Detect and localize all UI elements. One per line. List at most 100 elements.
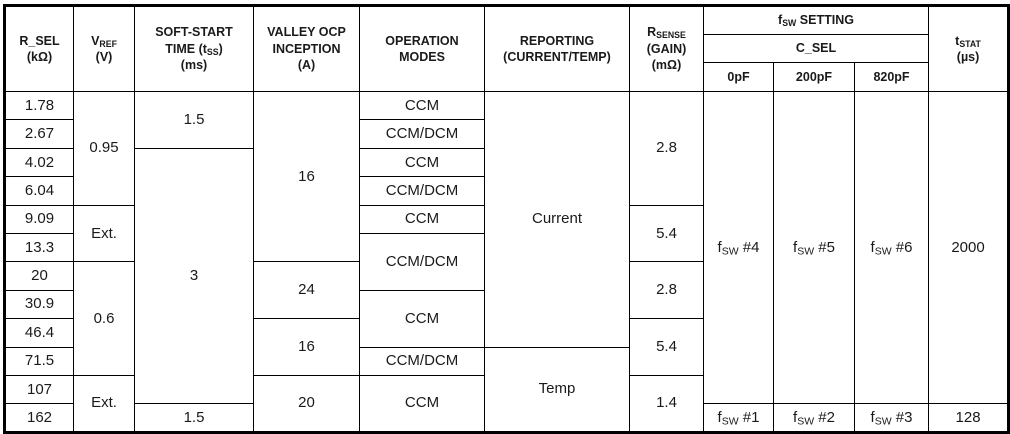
- r-sel-cell: 9.09: [4, 204, 74, 235]
- header-valley-ocp-line1: VALLEY OCP: [267, 25, 346, 40]
- header-row-2: C_SEL: [5, 33, 1009, 64]
- table-header: R_SEL (kΩ) VREF (V) SOFT-START TIME (tSS…: [4, 4, 1010, 93]
- table-body: 1.78 0.95 1.5 16 CCM Current 2.8 fSW #4 …: [4, 91, 1010, 433]
- table-row: 107 Ext. 20 CCM 1.4: [4, 374, 1009, 433]
- t-stat-cell: 2000: [928, 91, 1010, 405]
- tss-post: ): [218, 41, 223, 56]
- fsw-post: #5: [814, 238, 835, 256]
- header-soft-start-line1: SOFT-START: [155, 25, 233, 40]
- t-stat-symbol: t: [955, 33, 960, 48]
- fsw-pre: f: [717, 408, 722, 426]
- fsw-sub: SW: [797, 414, 815, 427]
- fsw-setting-label: SETTING: [796, 13, 854, 28]
- operation-mode-cell: CCM: [359, 204, 485, 235]
- header-reporting-line2: (CURRENT/TEMP): [503, 50, 611, 65]
- fsw-post: #6: [891, 238, 913, 256]
- r-sense-cell: 2.8: [629, 261, 704, 320]
- header-fsw-setting: fSW SETTING: [702, 5, 930, 35]
- r-sense-cell: 5.4: [629, 318, 704, 376]
- tss-pre: TIME (t: [165, 41, 207, 56]
- r-sel-cell: 20: [4, 261, 74, 291]
- v-ref-cell: 0.6: [73, 261, 135, 376]
- header-operation-line1: OPERATION: [385, 33, 459, 48]
- r-sel-cell: 162: [4, 403, 74, 433]
- fsw-200pf-cell: fSW #2: [773, 403, 855, 433]
- valley-ocp-cell: 24: [253, 261, 360, 320]
- header-reporting: REPORTING (CURRENT/TEMP): [484, 4, 630, 93]
- v-ref-cell: Ext.: [73, 204, 135, 263]
- header-r-sense: RSENSE (GAIN) (mΩ): [629, 4, 704, 93]
- valley-ocp-cell: 16: [253, 91, 360, 263]
- header-r-sel: R_SEL (kΩ): [4, 4, 74, 93]
- header-v-ref-name: VREF: [76, 33, 132, 50]
- table-row: 46.4 16 5.4: [4, 318, 1009, 376]
- pin-configuration-table: R_SEL (kΩ) VREF (V) SOFT-START TIME (tSS…: [3, 4, 1010, 434]
- fsw-post: #4: [738, 238, 760, 256]
- header-soft-start: SOFT-START TIME (tSS) (ms): [134, 4, 254, 93]
- r-sense-cell: 5.4: [629, 204, 704, 263]
- header-cap-200pf: 200pF: [773, 62, 855, 93]
- r-sel-cell: 71.5: [4, 346, 74, 376]
- fsw-symbol: f: [778, 13, 783, 28]
- header-v-ref: VREF (V): [73, 4, 135, 93]
- operation-mode-cell: CCM: [359, 91, 485, 121]
- r-sel-cell: 13.3: [4, 233, 74, 263]
- reporting-cell: Current: [484, 91, 630, 348]
- table-row: 162 1.5 fSW #1 fSW #2 fSW #3 128: [4, 403, 1010, 433]
- header-r-sel-name: R_SEL: [19, 33, 60, 48]
- soft-start-cell: 1.5: [134, 91, 254, 149]
- table-row: 6.04 CCM/DCM: [4, 176, 1009, 206]
- fsw-post: #1: [738, 408, 760, 426]
- header-t-stat-name: tSTAT: [931, 33, 1005, 50]
- fsw-200pf-cell: fSW #5: [773, 91, 855, 405]
- r-sel-cell: 1.78: [4, 91, 74, 121]
- header-c-sel: C_SEL: [702, 33, 930, 64]
- table-row: 20 0.6 24 2.8: [4, 261, 1009, 376]
- header-r-sense-name: RSENSE: [632, 24, 701, 41]
- header-valley-ocp: VALLEY OCP INCEPTION (A): [253, 4, 360, 93]
- fsw-sub: SW: [797, 245, 815, 257]
- header-v-ref-unit: (V): [95, 50, 113, 65]
- v-ref-subscript: REF: [99, 38, 117, 49]
- header-valley-ocp-unit: (A): [297, 58, 316, 73]
- r-sel-cell: 30.9: [4, 289, 74, 320]
- header-operation-modes: OPERATION MODES: [359, 4, 485, 93]
- r-sel-cell: 6.04: [4, 176, 74, 206]
- header-t-stat-unit: (µs): [956, 50, 980, 65]
- fsw-820pf-cell: fSW #3: [853, 403, 930, 433]
- valley-ocp-cell: 20: [253, 374, 360, 433]
- v-ref-cell: 0.95: [73, 91, 135, 206]
- table-row: 13.3 CCM/DCM: [4, 233, 1009, 291]
- soft-start-cell: 3: [134, 147, 254, 405]
- header-operation-line2: MODES: [399, 50, 445, 65]
- operation-mode-cell: CCM: [359, 374, 485, 433]
- r-sense-cell: 2.8: [629, 91, 704, 206]
- r-sense-cell: 1.4: [629, 374, 704, 433]
- operation-mode-cell: CCM: [359, 289, 485, 348]
- fsw-sub: SW: [874, 245, 892, 257]
- r-sel-cell: 46.4: [4, 318, 74, 348]
- table-row: 71.5 CCM/DCM Temp: [4, 346, 1009, 433]
- fsw-pre: f: [870, 238, 875, 256]
- v-ref-cell: Ext.: [73, 374, 135, 433]
- r-sel-cell: 4.02: [4, 147, 74, 178]
- r-sel-cell: 107: [4, 374, 74, 405]
- header-row-1: R_SEL (kΩ) VREF (V) SOFT-START TIME (tSS…: [4, 4, 1010, 93]
- valley-ocp-cell: 16: [253, 318, 360, 376]
- fsw-0pf-cell: fSW #1: [703, 403, 774, 433]
- header-r-sel-unit: (kΩ): [26, 50, 53, 65]
- operation-mode-cell: CCM: [359, 147, 485, 178]
- fsw-post: #3: [891, 408, 913, 426]
- fsw-pre: f: [793, 238, 798, 256]
- fsw-0pf-cell: fSW #4: [703, 91, 774, 405]
- fsw-820pf-cell: fSW #6: [853, 91, 930, 405]
- r-sense-subscript: SENSE: [656, 30, 686, 41]
- soft-start-cell: 1.5: [134, 403, 254, 433]
- table-row: 9.09 Ext. CCM 5.4: [4, 204, 1009, 263]
- fsw-sub: SW: [721, 245, 739, 257]
- table-row: 30.9 CCM: [4, 289, 1009, 348]
- operation-mode-cell: CCM/DCM: [359, 233, 485, 291]
- fsw-pre: f: [870, 408, 875, 426]
- fsw-pre: f: [717, 238, 722, 256]
